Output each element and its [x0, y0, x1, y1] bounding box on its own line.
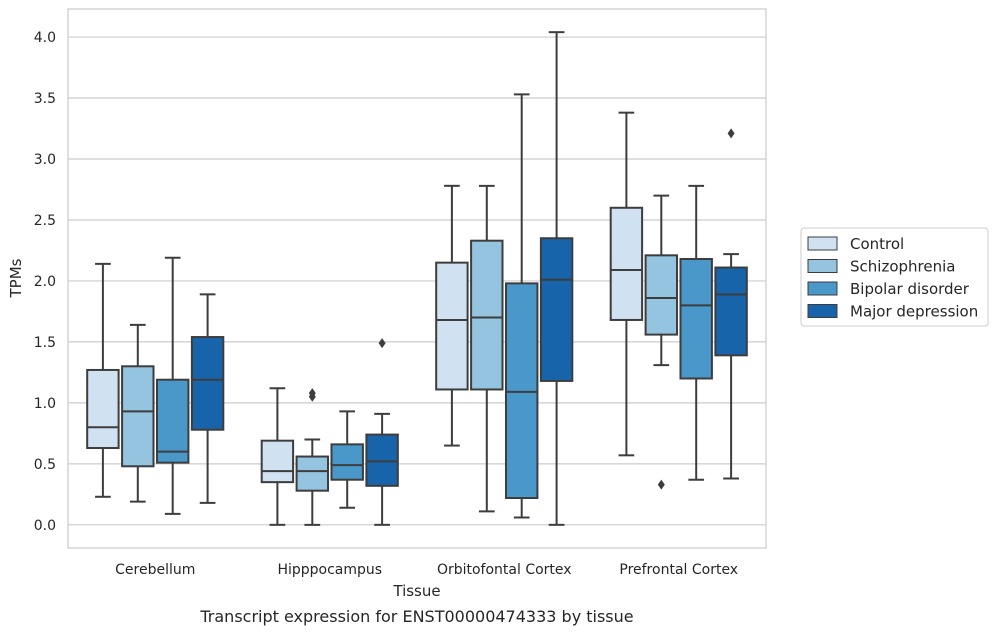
y-tick-label: 0.0	[34, 518, 56, 534]
box-body	[295, 455, 330, 492]
x-tick-label: Prefrontal Cortex	[619, 562, 738, 578]
y-tick-label: 1.0	[34, 396, 56, 412]
plot-area-frame	[67, 8, 767, 549]
box-plot-2-3	[539, 31, 574, 526]
box-plot-3-0	[609, 111, 644, 457]
x-axis-label: Tissue	[392, 582, 440, 600]
box-plot-1-3	[365, 338, 399, 526]
box-plot-0-0	[86, 262, 120, 498]
box-plot-0-1	[121, 323, 155, 503]
outlier-marker	[727, 128, 735, 139]
box-plot-3-2	[679, 184, 713, 481]
box-plot-3-3	[714, 128, 748, 480]
box-plot-2-2	[504, 93, 539, 519]
outlier-marker	[378, 338, 386, 349]
y-tick-labels: 0.0 0.5 1.0 1.5 2.0 2.5 3.0 3.5 4.0	[34, 30, 56, 534]
legend-label: Control	[850, 235, 904, 253]
box-plot-2-1	[470, 184, 504, 513]
y-tick-label: 0.5	[34, 457, 56, 473]
box-body	[330, 443, 364, 481]
outlier-marker	[657, 479, 665, 490]
box-plot-1-2	[330, 410, 364, 509]
box-plot-2-0	[435, 184, 469, 447]
legend-label: Schizophrenia	[850, 258, 955, 276]
y-tick-label: 2.0	[34, 274, 56, 290]
figure-caption: Transcript expression for ENST0000047433…	[199, 607, 633, 626]
y-tick-label: 3.0	[34, 152, 56, 168]
y-tick-label: 4.0	[34, 30, 56, 46]
legend: Control Schizophrenia Bipolar disorder Majo…	[800, 227, 989, 327]
x-tick-labels: Cerebellum Hipppocampus Orbitofontal Corte…	[115, 562, 738, 578]
box-series-group	[86, 31, 748, 526]
box-body	[190, 336, 225, 431]
box-plot-0-3	[190, 293, 225, 504]
box-plot-1-0	[260, 387, 295, 526]
box-body	[86, 368, 120, 450]
box-plot-0-2	[155, 256, 190, 515]
box-body	[679, 257, 713, 380]
box-body	[539, 237, 574, 382]
legend-swatch	[807, 304, 838, 318]
legend-frame	[800, 227, 989, 327]
legend-swatch	[807, 236, 838, 251]
y-axis-label: TPMs	[7, 258, 25, 298]
x-tick-label: Cerebellum	[115, 562, 195, 578]
legend-label: Bipolar disorder	[850, 280, 970, 298]
box-plot-1-1	[295, 388, 330, 526]
box-body	[714, 266, 748, 357]
x-tick-label: Hipppocampus	[277, 562, 382, 578]
y-tick-label: 3.5	[34, 91, 56, 107]
x-tick-label: Orbitofontal Cortex	[437, 562, 572, 578]
box-body	[609, 206, 644, 321]
box-body	[155, 378, 190, 464]
y-tick-label: 1.5	[34, 335, 56, 351]
box-body	[121, 365, 155, 468]
box-body	[260, 439, 295, 484]
legend-swatch	[807, 281, 838, 296]
legend-label: Major depression	[850, 303, 978, 321]
outlier-marker	[308, 388, 316, 399]
box-body	[644, 254, 679, 336]
box-plot-3-1	[644, 194, 679, 490]
box-body	[470, 239, 504, 391]
y-tick-label: 2.5	[34, 213, 56, 229]
legend-swatch	[807, 259, 838, 273]
box-body	[365, 433, 399, 487]
box-body	[504, 282, 539, 500]
box-body	[435, 261, 469, 391]
